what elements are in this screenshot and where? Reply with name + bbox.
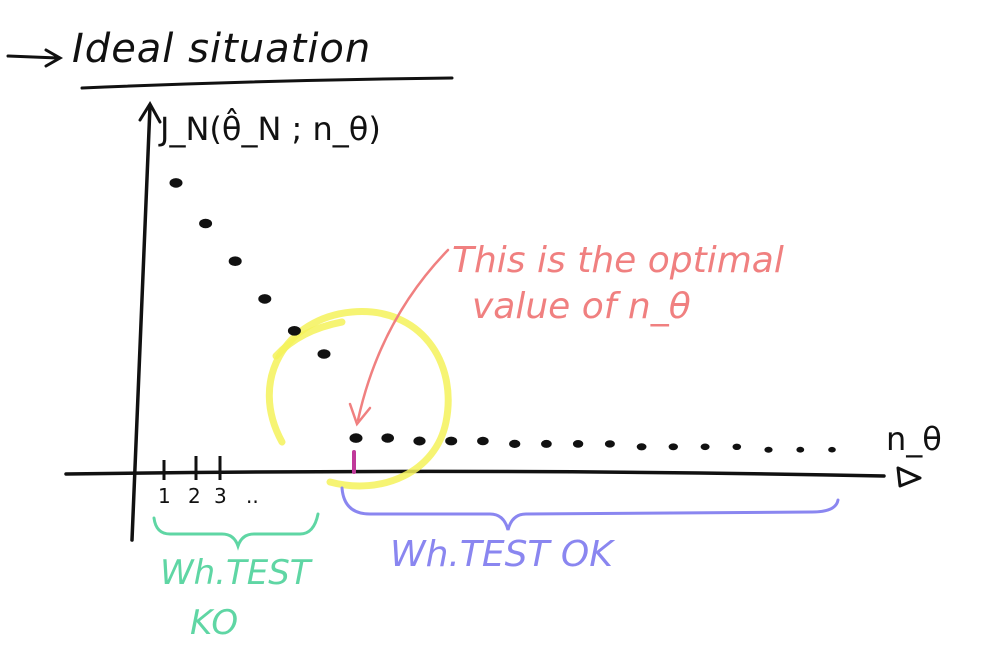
data-point: [636, 443, 647, 451]
ko-bracket: [152, 512, 320, 551]
data-point: [445, 436, 458, 446]
y-axis-arrowhead: [138, 101, 162, 124]
data-point: [349, 433, 363, 443]
data-points: [169, 178, 836, 453]
data-point: [228, 256, 242, 267]
data-point: [381, 433, 395, 443]
tick-label-1: 1: [158, 484, 171, 508]
data-point: [509, 439, 521, 448]
title-underline: [80, 76, 454, 90]
y-axis-label: J_N(θ̂_N ; n_θ): [158, 108, 381, 148]
data-point: [541, 439, 552, 448]
data-point: [572, 440, 584, 448]
x-axis-label: n_θ: [886, 420, 942, 458]
data-point: [258, 294, 272, 304]
data-point: [199, 218, 213, 229]
ko-label-line-1: Wh.TEST: [160, 553, 313, 593]
data-point: [477, 436, 489, 446]
data-point: [700, 443, 710, 451]
x-axis-arrowhead: [896, 466, 922, 488]
annotation-line-2: value of n_θ: [472, 286, 691, 327]
ok-label: Wh.TEST OK: [390, 534, 615, 575]
data-point: [732, 443, 742, 450]
data-point: [317, 349, 331, 359]
data-point: [764, 446, 773, 453]
data-point: [413, 436, 426, 446]
ko-label-line-2: KO: [190, 603, 238, 643]
ok-bracket: [340, 486, 840, 531]
annotation-arrowhead-icon: [348, 402, 372, 427]
annotation-line-1: This is the optimal: [452, 240, 784, 281]
x-axis: [64, 469, 886, 478]
highlight-circle: [265, 308, 452, 490]
tick-label-3: 3: [214, 484, 227, 508]
annotation-arrow: [356, 248, 450, 422]
data-point: [287, 326, 301, 336]
data-point: [796, 446, 805, 453]
data-point: [668, 443, 678, 451]
tick-label-2: 2: [188, 484, 201, 508]
page-title: Ideal situation: [72, 26, 371, 72]
data-point: [604, 440, 615, 448]
data-point: [169, 178, 183, 188]
title-arrow-icon: [6, 48, 64, 68]
y-axis: [130, 104, 152, 542]
highlight-circle-stroke: [272, 318, 346, 360]
tick-label-ellipsis: ..: [246, 484, 259, 508]
data-point: [828, 446, 836, 453]
